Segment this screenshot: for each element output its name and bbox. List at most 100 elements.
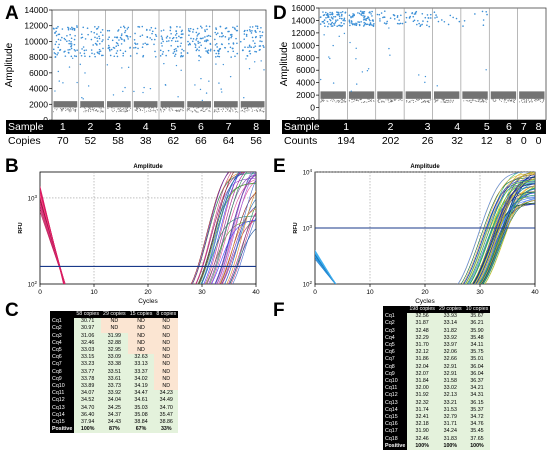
negative-droplet <box>79 106 81 108</box>
positive-droplet <box>196 35 199 37</box>
negative-droplet <box>363 101 365 103</box>
positive-droplet <box>76 49 78 52</box>
rain-droplet <box>208 80 210 82</box>
rain-droplet <box>57 70 60 73</box>
cq-row-label: Cq2 <box>383 320 408 328</box>
cq-value-cell: 100% <box>463 442 491 451</box>
positive-droplet <box>427 17 430 19</box>
cq-row: Cq13 34.70 34.25 35.03 34.70 <box>50 404 179 412</box>
positive-droplet <box>186 52 189 54</box>
positive-droplet <box>197 33 199 36</box>
negative-droplet <box>189 109 191 111</box>
negative-droplet <box>175 110 177 112</box>
positive-droplet <box>69 43 72 45</box>
negative-droplet <box>351 98 353 100</box>
negative-droplet <box>62 108 64 110</box>
positive-droplet <box>246 55 249 57</box>
positive-droplet <box>139 35 142 38</box>
positive-droplet <box>249 26 251 28</box>
positive-droplet <box>366 17 369 20</box>
negative-droplet <box>333 100 335 102</box>
negative-droplet <box>479 101 481 103</box>
negative-droplet <box>222 107 224 109</box>
positive-droplet <box>168 40 170 42</box>
positive-droplet <box>174 40 177 43</box>
amplification-curve <box>221 206 256 284</box>
positive-droplet <box>208 25 211 28</box>
negative-droplet <box>263 108 265 110</box>
negative-droplet <box>388 101 390 103</box>
cq-value-cell: 35.48 <box>463 334 491 343</box>
positive-droplet <box>339 17 341 20</box>
negative-droplet <box>112 111 114 113</box>
sample-id: 5 <box>159 120 188 134</box>
cq-row-label: Cq7 <box>383 356 408 364</box>
positive-droplet <box>236 29 239 32</box>
positive-droplet <box>93 31 96 34</box>
negative-droplet <box>205 109 207 111</box>
negative-droplet <box>441 98 443 100</box>
sample-id: 4 <box>442 120 472 134</box>
negative-droplet <box>387 99 389 101</box>
y-tick-label: -2000 <box>293 115 315 120</box>
y-tick-label: 103 <box>303 224 313 233</box>
positive-droplet <box>343 22 345 25</box>
positive-droplet <box>206 28 208 31</box>
positive-droplet <box>57 38 60 41</box>
x-tick-label: 40 <box>252 289 260 296</box>
amplification-curve <box>208 174 256 284</box>
positive-droplet <box>145 29 148 31</box>
x-tick-label: 10 <box>366 289 374 296</box>
positive-droplet <box>329 11 331 14</box>
negative-droplet <box>381 100 383 102</box>
positive-droplet <box>202 37 204 39</box>
positive-droplet <box>327 25 329 28</box>
cq-value-cell: 32.46 <box>74 339 102 348</box>
y-tick-exponent: 2 <box>34 280 37 285</box>
cq-row-label: Cq6 <box>383 349 408 357</box>
rain-droplet <box>122 90 124 93</box>
positive-droplet <box>102 47 104 50</box>
cq-row-label: Cq5 <box>383 342 408 350</box>
positive-droplet <box>66 34 68 37</box>
positive-droplet <box>259 40 261 42</box>
negative-droplet <box>361 101 363 103</box>
negative-droplet <box>484 98 486 100</box>
copies-value: 56 <box>242 134 270 148</box>
negative-droplet <box>137 108 139 110</box>
positive-droplet <box>421 12 424 15</box>
cq-value-cell: 32.46 <box>407 435 437 443</box>
negative-droplet <box>231 108 233 110</box>
positive-droplet <box>86 27 89 29</box>
copies-row-a: Copies 70 52 58 38 62 66 64 56 <box>6 134 270 148</box>
negative-droplet <box>74 111 76 113</box>
copies-value: 62 <box>159 134 188 148</box>
negative-droplet <box>222 108 224 110</box>
negative-droplet <box>412 99 414 101</box>
rain-droplet <box>81 96 83 99</box>
negative-droplet <box>443 101 445 103</box>
positive-droplet <box>175 48 177 50</box>
positive-droplet <box>188 34 190 37</box>
positive-droplet <box>248 44 251 47</box>
positive-droplet <box>236 52 239 55</box>
positive-droplet <box>166 35 169 38</box>
negative-droplet <box>53 111 55 113</box>
negative-droplet <box>452 99 454 101</box>
positive-droplet <box>67 28 70 31</box>
amplification-curve <box>477 178 535 284</box>
sample-table-a: Sample 1 2 3 4 5 6 7 8 Copies 70 52 58 3… <box>6 120 270 148</box>
counts-row-d: Counts 194 202 26 32 12 8 0 0 <box>282 134 546 148</box>
negative-droplet <box>449 100 451 102</box>
positive-droplet <box>228 37 230 39</box>
negative-droplet <box>141 110 143 112</box>
early-curve <box>315 256 336 284</box>
negative-droplet <box>121 109 123 111</box>
positive-droplet <box>363 12 365 15</box>
rain-droplet <box>229 75 232 78</box>
negative-droplet <box>394 99 396 101</box>
negative-droplet <box>151 107 153 109</box>
cq-value-cell: 31.99 <box>101 332 128 340</box>
positive-droplet <box>205 39 208 42</box>
positive-droplet <box>72 27 74 30</box>
